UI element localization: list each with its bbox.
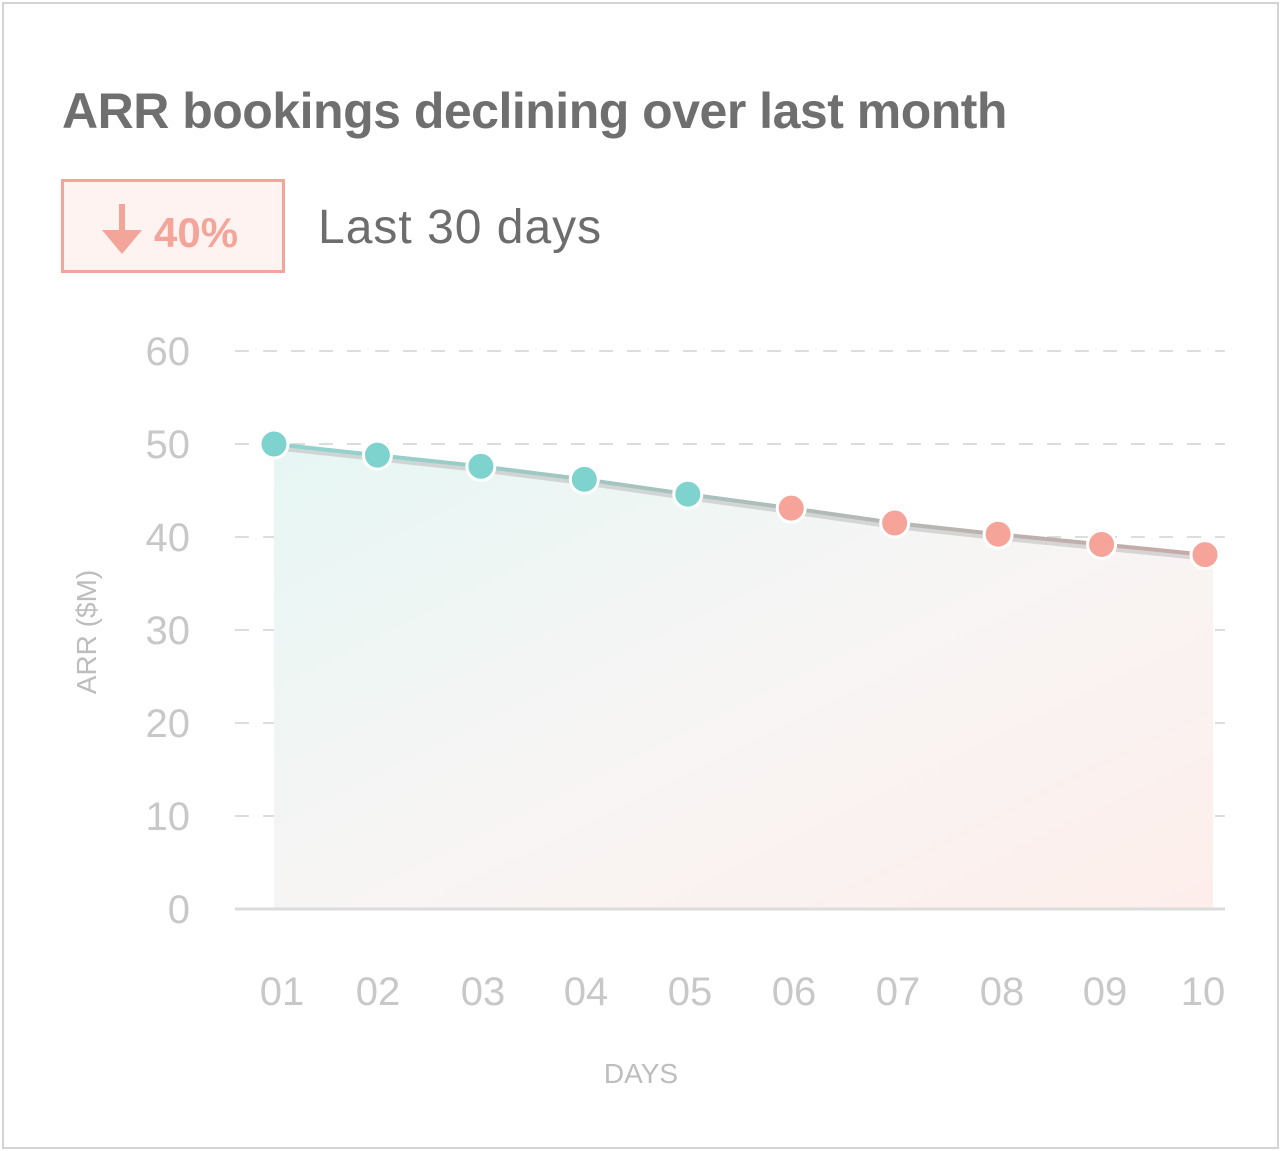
data-point — [361, 439, 393, 471]
data-point — [1189, 539, 1221, 571]
area-fill — [274, 444, 1213, 909]
data-point — [258, 428, 290, 460]
x-tick-label: 04 — [564, 970, 609, 1014]
period-label: Last 30 days — [318, 201, 603, 254]
y-tick-label: 0 — [168, 888, 190, 932]
x-axis-label: DAYS — [604, 1058, 678, 1089]
x-tick-label: 06 — [772, 970, 817, 1014]
data-point — [879, 507, 911, 539]
data-point — [775, 492, 807, 524]
series-line-shadow — [273, 444, 1206, 561]
x-tick-label: 10 — [1181, 970, 1226, 1014]
data-point — [568, 463, 600, 495]
x-tick-label: 01 — [260, 970, 305, 1014]
change-value: 40% — [154, 209, 239, 256]
data-points — [258, 428, 1221, 571]
change-badge: 40% — [61, 179, 285, 273]
data-point — [982, 518, 1014, 550]
data-point — [672, 478, 704, 510]
y-tick-label: 50 — [146, 423, 191, 467]
arrow-down-icon — [102, 204, 142, 254]
y-tick-label: 10 — [146, 795, 191, 839]
x-tick-label: 08 — [980, 970, 1025, 1014]
y-axis-ticks: 0 10 20 30 40 50 60 — [146, 330, 191, 932]
chart-title: ARR bookings declining over last month — [62, 83, 1007, 139]
x-axis-ticks: 01 02 03 04 05 06 07 08 09 10 — [260, 970, 1226, 1014]
x-tick-label: 09 — [1083, 970, 1128, 1014]
y-tick-label: 20 — [146, 702, 191, 746]
y-tick-label: 40 — [146, 516, 191, 560]
data-point — [1086, 528, 1118, 560]
data-point — [465, 450, 497, 482]
y-tick-label: 30 — [146, 609, 191, 653]
y-axis-label: ARR ($M) — [71, 570, 102, 694]
series-line — [273, 442, 1206, 557]
x-tick-label: 07 — [876, 970, 921, 1014]
y-tick-label: 60 — [146, 330, 191, 374]
x-tick-label: 03 — [461, 970, 506, 1014]
x-tick-label: 02 — [356, 970, 401, 1014]
x-tick-label: 05 — [668, 970, 713, 1014]
